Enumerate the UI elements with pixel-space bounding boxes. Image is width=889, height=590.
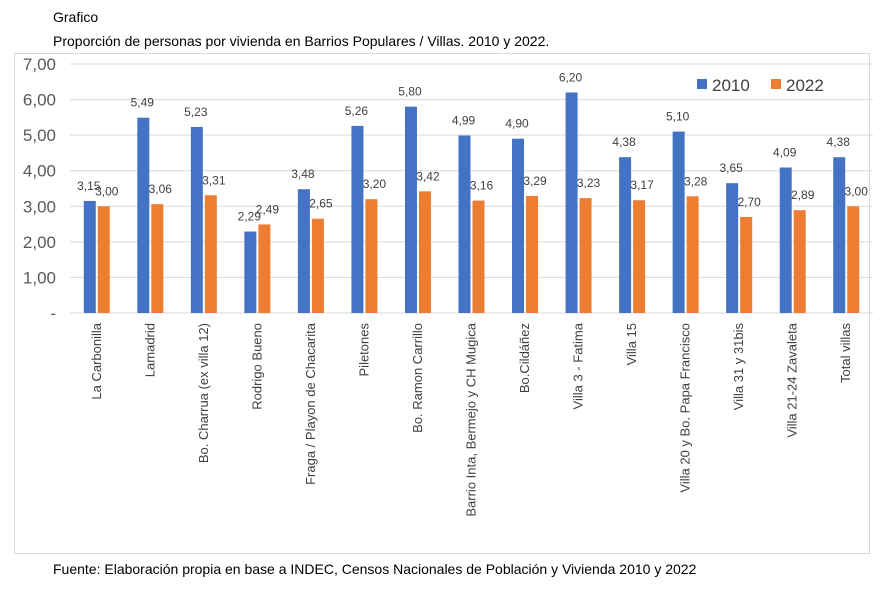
data-label-2010: 3,15 xyxy=(77,179,101,193)
y-tick-label: - xyxy=(50,304,56,323)
source-note: Fuente: Elaboración propia en base a IND… xyxy=(53,561,697,577)
bar-2010 xyxy=(83,200,96,313)
data-label-2010: 4,90 xyxy=(505,117,529,131)
bar-2022 xyxy=(472,200,485,313)
bar-2010 xyxy=(779,167,792,313)
data-label-2022: 2,65 xyxy=(309,197,333,211)
bar-2022 xyxy=(526,195,539,313)
legend-swatch-2010 xyxy=(697,79,707,89)
bar-2010 xyxy=(351,125,364,313)
x-category-label: Villa 31 y 31bis xyxy=(731,323,746,411)
y-tick-label: 5,00 xyxy=(23,126,56,145)
bar-2022 xyxy=(204,195,217,313)
y-tick-label: 4,00 xyxy=(23,162,56,181)
chart-frame xyxy=(14,53,870,554)
data-label-2010: 5,26 xyxy=(345,104,369,118)
bar-2010 xyxy=(297,189,310,313)
bar-2022 xyxy=(151,204,164,313)
data-label-2010: 6,20 xyxy=(559,70,583,84)
bar-2022 xyxy=(793,210,806,313)
y-tick-label: 2,00 xyxy=(23,233,56,252)
data-label-2010: 4,99 xyxy=(452,113,476,127)
data-label-2022: 3,20 xyxy=(363,177,387,191)
x-category-label: Fraga / Playon de Chacarita xyxy=(303,322,318,485)
data-label-2022: 3,16 xyxy=(470,179,494,193)
bar-2010 xyxy=(137,117,150,313)
bar-2010 xyxy=(404,106,417,313)
x-category-label: Bo.Cildáñez xyxy=(517,323,532,393)
bar-2022 xyxy=(418,191,431,313)
data-label-2022: 2,49 xyxy=(256,202,280,216)
data-label-2022: 3,29 xyxy=(523,174,547,188)
data-label-2010: 4,38 xyxy=(612,135,636,149)
data-label-2022: 3,31 xyxy=(202,173,226,187)
x-category-label: Rodrigo Bueno xyxy=(249,323,264,410)
data-label-2010: 4,09 xyxy=(773,146,797,160)
chart-heading: Grafico xyxy=(53,9,99,25)
x-category-label: Villa 21-24 Zavaleta xyxy=(785,322,800,437)
data-label-2022: 3,23 xyxy=(577,176,601,190)
bar-2010 xyxy=(512,138,525,313)
bar-2010 xyxy=(458,135,471,313)
bar-chart: - 1,00 2,00 3,00 4,00 5,00 6,00 7,00 3,15 5,49 5,2… xyxy=(23,55,873,517)
legend-label-2022: 2022 xyxy=(786,76,824,95)
bar-2022 xyxy=(686,196,699,313)
data-label-2022: 2,70 xyxy=(737,195,761,209)
data-label-2010: 5,10 xyxy=(666,110,690,124)
bar-2022 xyxy=(633,200,646,313)
bar-2022 xyxy=(740,216,753,313)
data-label-2022: 3,00 xyxy=(845,184,869,198)
x-category-label: Villa 15 xyxy=(624,323,639,365)
y-tick-label: 1,00 xyxy=(23,268,56,287)
bar-2010 xyxy=(565,92,578,313)
x-category-label: La Carbonilla xyxy=(89,322,104,399)
x-category-label: Bo. Charrua (ex villa 12) xyxy=(196,323,211,463)
data-label-2022: 3,42 xyxy=(416,169,440,183)
bar-2022 xyxy=(847,206,860,313)
chart-subtitle: Proporción de personas por vivienda en B… xyxy=(53,33,550,49)
legend-swatch-2022 xyxy=(771,79,781,89)
bar-2010 xyxy=(672,131,685,313)
bar-2010 xyxy=(619,157,632,313)
bar-2022 xyxy=(311,218,324,313)
data-label-2010: 3,65 xyxy=(719,161,743,175)
data-label-2022: 3,17 xyxy=(630,178,654,192)
bar-2022 xyxy=(365,199,378,313)
data-label-2022: 3,00 xyxy=(95,184,119,198)
bar-2010 xyxy=(726,183,739,313)
x-category-label: Villa 20 y Bo. Papa Francisco xyxy=(678,323,693,493)
bar-2022 xyxy=(97,206,110,313)
bar-2010 xyxy=(833,157,846,313)
data-label-2010: 5,23 xyxy=(184,105,208,119)
y-tick-label: 7,00 xyxy=(23,55,56,74)
x-category-label: Piletones xyxy=(356,323,371,377)
data-label-2010: 2,29 xyxy=(238,210,262,224)
y-tick-label: 3,00 xyxy=(23,197,56,216)
data-label-2010: 4,38 xyxy=(827,135,851,149)
bar-2010 xyxy=(244,231,257,313)
bar-2022 xyxy=(579,198,592,313)
x-category-label: Villa 3 - Fatima xyxy=(571,322,586,409)
data-label-2022: 3,28 xyxy=(684,174,708,188)
data-label-2022: 3,06 xyxy=(149,182,173,196)
bar-2022 xyxy=(258,224,271,313)
y-tick-label: 6,00 xyxy=(23,91,56,110)
data-label-2010: 3,48 xyxy=(291,167,315,181)
x-category-label: Total villas xyxy=(838,323,853,383)
bar-2010 xyxy=(190,126,203,313)
x-category-label: Barrio Inta, Bermejo y CH Mugica xyxy=(464,322,479,516)
data-label-2010: 5,80 xyxy=(398,85,422,99)
x-category-label: Bo. Ramon Carrillo xyxy=(410,323,425,433)
data-label-2022: 2,89 xyxy=(791,188,815,202)
x-category-label: Lamadrid xyxy=(142,323,157,377)
legend-label-2010: 2010 xyxy=(712,76,750,95)
data-label-2010: 5,49 xyxy=(131,96,155,110)
